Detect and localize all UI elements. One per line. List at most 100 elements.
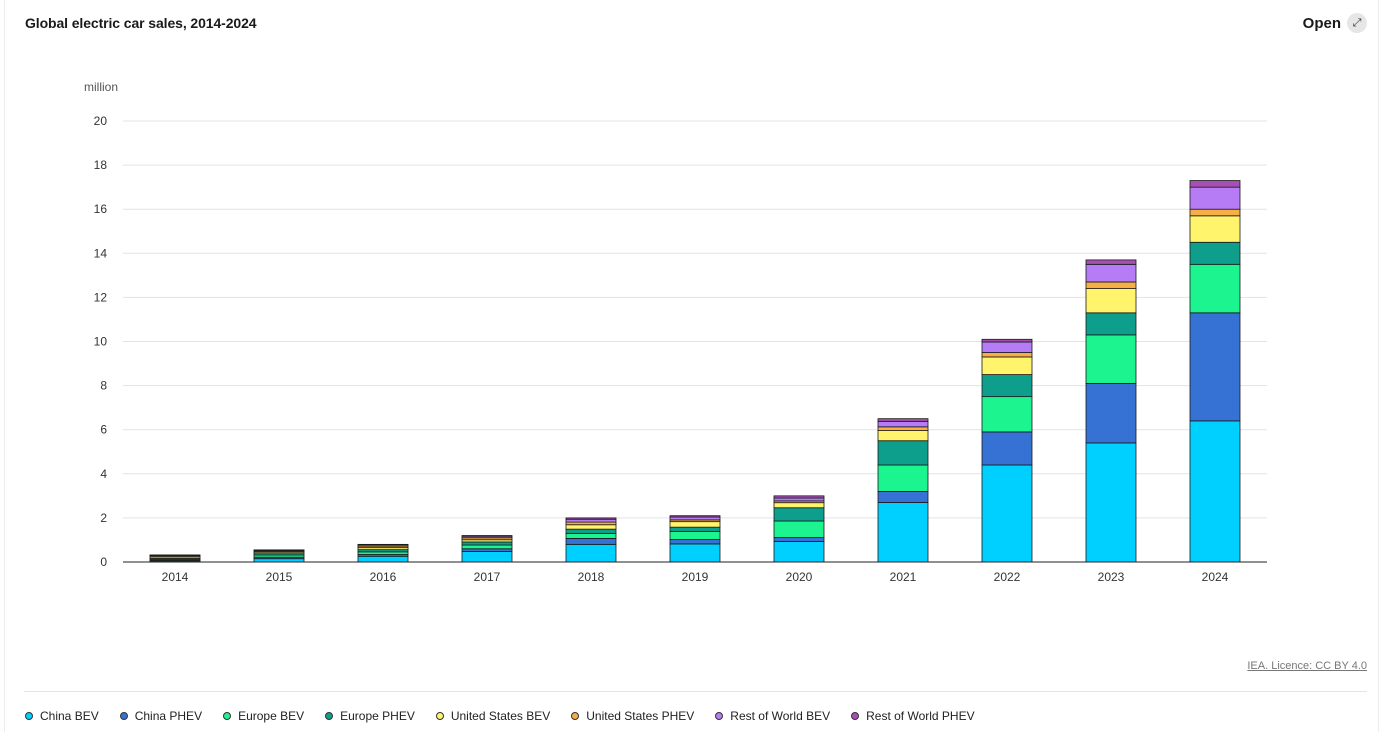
bar-segment-europe-phev[interactable] <box>981 374 1033 398</box>
bar-stack-2019[interactable] <box>669 515 721 563</box>
bar-stack-2015[interactable] <box>253 549 305 563</box>
legend-label: Rest of World BEV <box>730 709 831 723</box>
bar-segment-china-phev[interactable] <box>1085 382 1137 444</box>
bar-segment-rest-of-world-phev[interactable] <box>461 535 513 537</box>
bar-segment-united-states-bev[interactable] <box>877 430 929 442</box>
bar-stack-2023[interactable] <box>1085 259 1137 563</box>
bar-segment-united-states-bev[interactable] <box>565 524 617 530</box>
bar-segment-rest-of-world-bev[interactable] <box>1085 263 1137 283</box>
bar-segment-united-states-bev[interactable] <box>1085 288 1137 314</box>
bar-segment-europe-bev[interactable] <box>877 464 929 492</box>
legend: China BEV China PHEV Europe BEV Europe PHEV… <box>25 709 996 723</box>
bar-segment-united-states-phev[interactable] <box>1085 281 1137 289</box>
bar-segment-rest-of-world-phev[interactable] <box>877 418 929 422</box>
open-button[interactable]: Open ⤢ <box>1303 13 1367 33</box>
bar-segment-china-bev[interactable] <box>565 543 617 563</box>
y-tick-label: 8 <box>100 379 107 393</box>
bar-segment-rest-of-world-bev[interactable] <box>877 420 929 428</box>
legend-item-europe-phev[interactable]: Europe PHEV <box>325 709 415 723</box>
legend-label: Europe PHEV <box>340 709 415 723</box>
bar-segment-china-bev[interactable] <box>877 502 929 563</box>
bar-segment-europe-bev[interactable] <box>1189 263 1241 314</box>
bar-segment-rest-of-world-bev[interactable] <box>1189 186 1241 210</box>
bar-segment-china-phev[interactable] <box>981 431 1033 466</box>
x-tick-label: 2015 <box>266 570 293 584</box>
bar-segment-rest-of-world-bev[interactable] <box>773 497 825 502</box>
bar-stack-2017[interactable] <box>461 535 513 563</box>
legend-item-china-bev[interactable]: China BEV <box>25 709 99 723</box>
y-tick-label: 16 <box>94 202 108 216</box>
legend-item-europe-bev[interactable]: Europe BEV <box>223 709 304 723</box>
bar-segment-china-bev[interactable] <box>357 555 409 563</box>
bar-segment-rest-of-world-phev[interactable] <box>773 495 825 499</box>
bar-stack-2022[interactable] <box>981 338 1033 563</box>
bar-segment-europe-phev[interactable] <box>773 507 825 522</box>
bar-segment-china-bev[interactable] <box>1189 420 1241 563</box>
bar-segment-rest-of-world-bev[interactable] <box>669 516 721 521</box>
bar-segment-china-phev[interactable] <box>565 538 617 545</box>
legend-dot-icon <box>715 712 724 720</box>
bar-segment-united-states-bev[interactable] <box>669 521 721 528</box>
bar-segment-china-bev[interactable] <box>981 464 1033 563</box>
legend-item-united-states-phev[interactable]: United States PHEV <box>571 709 694 723</box>
bar-segment-europe-bev[interactable] <box>1085 334 1137 384</box>
bar-stack-2024[interactable] <box>1189 180 1241 563</box>
bar-segment-rest-of-world-phev[interactable] <box>1085 259 1137 265</box>
bar-segment-rest-of-world-bev[interactable] <box>981 341 1033 353</box>
bar-segment-rest-of-world-phev[interactable] <box>1189 180 1241 188</box>
bar-segment-china-phev[interactable] <box>669 539 721 545</box>
bar-segment-rest-of-world-phev[interactable] <box>981 338 1033 343</box>
bar-segment-europe-phev[interactable] <box>461 541 513 546</box>
legend-item-rest-of-world-bev[interactable]: Rest of World BEV <box>715 709 830 723</box>
legend-item-rest-of-world-phev[interactable]: Rest of World PHEV <box>851 709 975 723</box>
bar-segment-rest-of-world-bev[interactable] <box>565 518 617 523</box>
bar-segment-china-phev[interactable] <box>773 537 825 542</box>
bar-segment-china-bev[interactable] <box>461 551 513 563</box>
bar-segment-united-states-bev[interactable] <box>773 502 825 509</box>
bar-segment-europe-phev[interactable] <box>1085 312 1137 336</box>
bar-segment-europe-bev[interactable] <box>565 533 617 539</box>
legend-label: China BEV <box>40 709 99 723</box>
bar-stack-2014[interactable] <box>149 554 201 563</box>
bar-segment-china-phev[interactable] <box>877 491 929 503</box>
x-tick-label: 2021 <box>890 570 917 584</box>
bar-segment-china-bev[interactable] <box>1085 442 1137 563</box>
legend-item-united-states-bev[interactable]: United States BEV <box>435 709 550 723</box>
bar-segment-europe-phev[interactable] <box>669 526 721 532</box>
bar-stack-2020[interactable] <box>773 495 825 563</box>
bar-segment-rest-of-world-phev[interactable] <box>565 517 617 520</box>
legend-dot-icon <box>325 712 334 720</box>
bar-segment-united-states-bev[interactable] <box>1189 215 1241 243</box>
legend-label: Europe BEV <box>238 709 305 723</box>
bar-stack-2021[interactable] <box>877 418 929 563</box>
bar-segment-europe-bev[interactable] <box>669 531 721 540</box>
expand-icon: ⤢ <box>1347 13 1367 33</box>
bar-segment-united-states-phev[interactable] <box>1189 208 1241 217</box>
legend-divider <box>24 691 1367 692</box>
bar-segment-europe-phev[interactable] <box>1189 241 1241 265</box>
bar-segment-europe-bev[interactable] <box>981 396 1033 433</box>
bar-segment-rest-of-world-phev[interactable] <box>669 515 721 518</box>
x-tick-label: 2019 <box>682 570 709 584</box>
bar-segment-united-states-bev[interactable] <box>981 356 1033 375</box>
bar-segment-china-bev[interactable] <box>669 543 721 563</box>
bar-segment-europe-bev[interactable] <box>773 520 825 538</box>
bar-segment-united-states-phev[interactable] <box>877 426 929 431</box>
x-tick-label: 2023 <box>1098 570 1125 584</box>
bar-segment-united-states-phev[interactable] <box>981 352 1033 358</box>
open-button-label: Open <box>1302 14 1341 32</box>
legend-item-china-phev[interactable]: China PHEV <box>119 709 202 723</box>
chart-title: Global electric car sales, 2014-2024 <box>25 15 257 31</box>
bar-stack-2018[interactable] <box>565 517 617 563</box>
legend-dot-icon <box>851 712 860 720</box>
bar-segment-china-bev[interactable] <box>773 541 825 563</box>
bar-segment-europe-phev[interactable] <box>877 440 929 466</box>
licence-link[interactable]: IEA. Licence: CC BY 4.0 <box>1247 660 1367 672</box>
bar-segment-china-phev[interactable] <box>1189 312 1241 422</box>
y-tick-label: 20 <box>94 114 108 128</box>
x-tick-label: 2016 <box>370 570 397 584</box>
legend-dot-icon <box>25 712 33 720</box>
bar-segment-europe-bev[interactable] <box>461 544 513 550</box>
bar-segment-europe-phev[interactable] <box>565 528 617 534</box>
bar-stack-2016[interactable] <box>357 543 409 563</box>
